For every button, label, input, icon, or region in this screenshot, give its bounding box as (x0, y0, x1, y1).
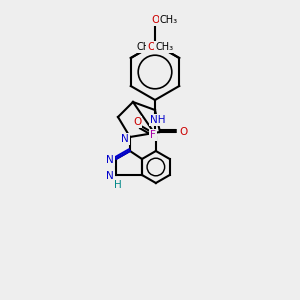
Text: O: O (133, 117, 141, 127)
Text: CH₃: CH₃ (136, 42, 155, 52)
Text: CH₃: CH₃ (155, 42, 173, 52)
Text: O: O (152, 42, 161, 52)
Text: CH₃: CH₃ (160, 15, 178, 25)
Text: N: N (106, 171, 114, 181)
Text: O: O (151, 15, 159, 25)
Text: N: N (121, 134, 129, 144)
Text: O: O (179, 127, 187, 137)
Text: N: N (106, 155, 114, 165)
Text: NH: NH (150, 115, 166, 125)
Text: O: O (147, 42, 155, 52)
Text: F: F (150, 130, 156, 140)
Text: H: H (114, 180, 122, 190)
